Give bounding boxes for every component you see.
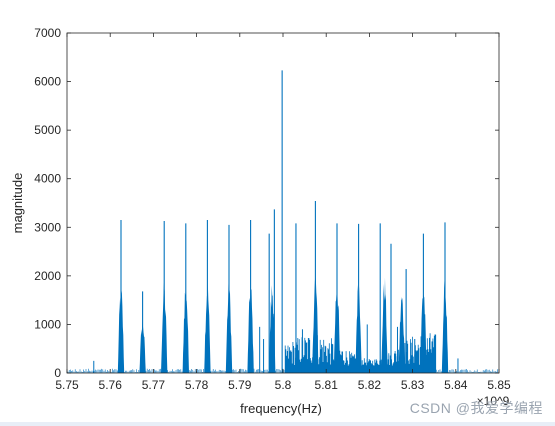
page-bottom-band [0, 422, 555, 426]
cluster-envelope-12 [398, 296, 405, 373]
cluster-envelope-7 [269, 285, 276, 373]
x-tick-label-4: 5.79 [228, 378, 252, 392]
x-tick-label-0: 5.75 [55, 378, 79, 392]
y-tick-label-1: 1000 [34, 317, 61, 331]
y-tick-label-4: 4000 [34, 172, 61, 186]
y-tick-label-6: 6000 [34, 75, 61, 89]
x-tick-label-5: 5.8 [275, 378, 292, 392]
x-tick-label-9: 5.84 [444, 378, 468, 392]
x-tick-label-6: 5.81 [315, 378, 339, 392]
x-tick-label-2: 5.77 [142, 378, 166, 392]
y-tick-label-5: 5000 [34, 123, 61, 137]
x-tick-label-10: 5.85 [487, 378, 511, 392]
y-tick-label-7: 7000 [34, 26, 61, 40]
x-tick-label-8: 5.83 [401, 378, 425, 392]
watermark-text: CSDN @我爱学编程 [409, 400, 543, 416]
x-tick-label-7: 5.82 [358, 378, 382, 392]
cluster-envelope-11 [381, 277, 388, 373]
x-tick-label-1: 5.76 [99, 378, 123, 392]
y-tick-label-0: 0 [54, 366, 61, 380]
y-axis-label: magnitude [10, 173, 25, 234]
y-tick-label-3: 3000 [34, 220, 61, 234]
x-exponent-label: ×10^9 [477, 394, 510, 408]
y-tick-label-2: 2000 [34, 269, 61, 283]
plot-area [67, 33, 499, 373]
x-axis-label: frequency(Hz) [240, 401, 322, 416]
x-tick-label-3: 5.78 [185, 378, 209, 392]
